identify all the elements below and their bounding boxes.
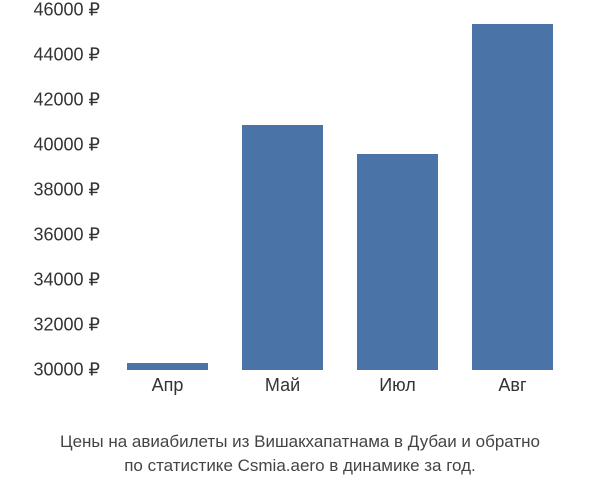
y-tick-label: 42000 ₽ bbox=[33, 90, 100, 111]
bar bbox=[472, 24, 553, 371]
caption-line-1: Цены на авиабилеты из Вишакхапатнама в Д… bbox=[60, 432, 540, 451]
y-tick-label: 32000 ₽ bbox=[33, 315, 100, 336]
x-tick-label: Июл bbox=[379, 375, 416, 396]
x-tick-label: Май bbox=[265, 375, 300, 396]
bar bbox=[242, 125, 323, 370]
bar bbox=[357, 154, 438, 370]
y-tick-label: 38000 ₽ bbox=[33, 180, 100, 201]
x-axis: Апр Май Июл Авг bbox=[110, 375, 570, 405]
y-tick-label: 36000 ₽ bbox=[33, 225, 100, 246]
y-tick-label: 30000 ₽ bbox=[33, 360, 100, 381]
x-tick-label: Авг bbox=[498, 375, 526, 396]
caption-line-2: по статистике Csmia.aero в динамике за г… bbox=[124, 456, 476, 475]
plot-area bbox=[110, 10, 570, 370]
chart-caption: Цены на авиабилеты из Вишакхапатнама в Д… bbox=[0, 430, 600, 478]
y-tick-label: 46000 ₽ bbox=[33, 0, 100, 21]
bar bbox=[127, 363, 208, 370]
y-axis: 30000 ₽32000 ₽34000 ₽36000 ₽38000 ₽40000… bbox=[0, 10, 105, 370]
y-tick-label: 44000 ₽ bbox=[33, 45, 100, 66]
y-tick-label: 34000 ₽ bbox=[33, 270, 100, 291]
x-tick-label: Апр bbox=[152, 375, 184, 396]
chart-container: 30000 ₽ 32000 ₽ 34000 ₽ 36000 ₽ 38000 ₽ 40000… bbox=[0, 0, 600, 420]
y-tick-label: 40000 ₽ bbox=[33, 135, 100, 156]
